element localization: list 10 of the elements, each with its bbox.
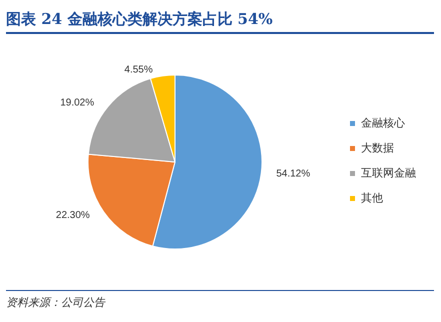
- legend-label: 其他: [361, 192, 383, 204]
- chart-title: 图表 24 金融核心类解决方案占比 54%: [6, 6, 434, 34]
- data-label: 4.55%: [124, 64, 153, 76]
- data-label: 54.12%: [276, 168, 310, 180]
- data-label: 22.30%: [56, 210, 90, 221]
- data-label: 19.02%: [60, 97, 94, 108]
- legend-label: 金融核心: [361, 116, 405, 130]
- text: 资料来源：公司公告: [6, 290, 434, 310]
- legend-label: 互联网金融: [361, 168, 416, 180]
- legend-label: 大数据: [361, 142, 394, 154]
